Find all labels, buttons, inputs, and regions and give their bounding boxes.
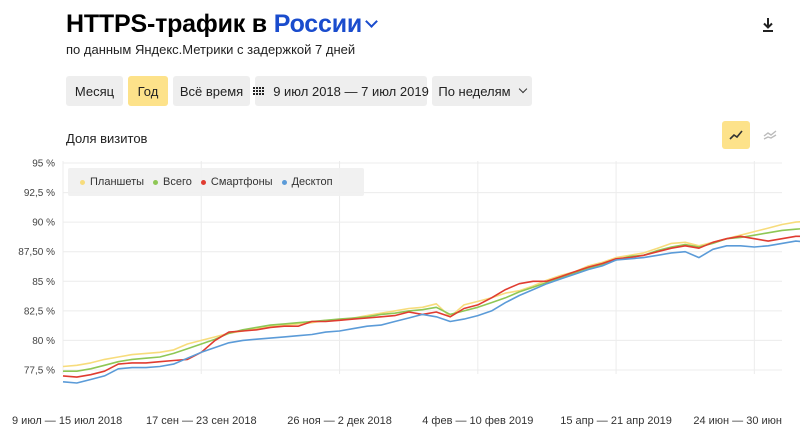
legend-item[interactable]: Планшеты [80,176,144,188]
y-tick-label: 92,5 % [24,188,55,199]
region-label: России [273,10,363,38]
legend-item[interactable]: Смартфоны [200,176,273,188]
area-chart-icon[interactable] [756,121,784,149]
chart-grid [62,161,782,374]
chart-series [62,220,800,384]
line-chart-icon[interactable] [722,121,750,149]
metric-label: Доля визитов [66,131,148,146]
period-all-time-button[interactable]: Всё время [173,76,250,106]
legend-label: Десктоп [291,176,333,188]
x-tick-label: 24 июн — 30 июн [693,415,782,427]
series-line-Всего [63,228,800,372]
chart-legend: Планшеты Всего Смартфоны Десктоп [68,168,364,196]
y-tick-label: 77,5 % [24,366,55,377]
x-axis-ticks: 9 июл — 15 июл 2018 17 сен — 23 сен 2018 2… [12,415,782,427]
x-tick-label: 26 ноя — 2 дек 2018 [287,415,392,427]
calendar-icon [253,87,265,95]
download-icon[interactable] [760,16,776,34]
y-tick-label: 90 % [32,218,55,229]
x-tick-label: 4 фев — 10 фев 2019 [422,415,533,427]
chevron-down-icon [365,15,378,28]
chevron-down-icon [518,84,527,94]
y-tick-label: 87,50 % [18,247,55,258]
date-range-button[interactable]: 9 июл 2018 — 7 июл 2019 [253,76,429,106]
y-axis-ticks: 95 % 92,5 % 90 % 87,50 % 85 % 82,5 % 80 % 77,5 … [18,159,55,377]
period-year-button[interactable]: Год [128,76,168,106]
region-selector[interactable]: России [273,10,378,38]
legend-label: Планшеты [90,176,145,188]
legend-label: Всего [163,176,192,188]
legend-dot-icon [200,179,206,185]
series-line-Смартфоны [62,235,800,378]
x-tick-label: 15 апр — 21 апр 2019 [560,415,672,427]
https-share-chart: 95 % 92,5 % 90 % 87,50 % 85 % 82,5 % 80 % 77,5 … [12,159,800,427]
y-tick-label: 85 % [32,277,55,288]
page-title: HTTPS-трафик в России [66,10,378,39]
x-tick-label: 17 сен — 23 сен 2018 [146,415,257,427]
period-month-button[interactable]: Месяц [66,76,123,106]
legend-label: Смартфоны [210,176,273,188]
legend-dot-icon [80,179,85,185]
legend-item[interactable]: Десктоп [281,176,333,188]
date-range-label: 9 июл 2018 — 7 июл 2019 [273,83,429,99]
x-tick-label: 9 июл — 15 июл 2018 [12,415,122,427]
series-line-Планшеты [62,220,800,368]
legend-dot-icon [153,179,159,185]
series-line-Десктоп [62,240,800,384]
y-tick-label: 80 % [32,336,55,347]
legend-item[interactable]: Всего [153,176,192,188]
grouping-select[interactable]: По неделям [432,76,532,106]
legend-dot-icon [281,179,287,185]
y-tick-label: 95 % [32,159,55,170]
title-prefix: HTTPS-трафик в [66,10,267,38]
y-tick-label: 82,5 % [24,306,55,317]
grouping-label: По неделям [438,83,511,99]
page-subtitle: по данным Яндекс.Метрики с задержкой 7 д… [66,42,356,57]
